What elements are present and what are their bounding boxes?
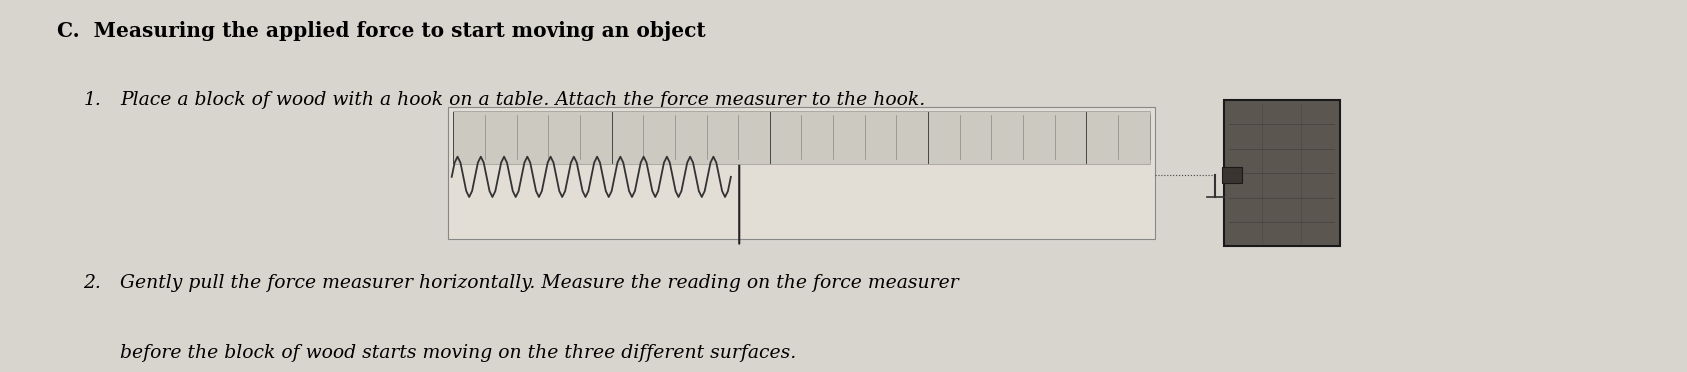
Text: before the block of wood starts moving on the three different surfaces.: before the block of wood starts moving o… <box>120 344 796 362</box>
FancyBboxPatch shape <box>454 111 1149 164</box>
FancyBboxPatch shape <box>1221 167 1242 183</box>
FancyBboxPatch shape <box>1223 100 1339 247</box>
Text: C.  Measuring the applied force to start moving an object: C. Measuring the applied force to start … <box>57 21 705 41</box>
Text: Gently pull the force measurer horizontally. Measure the reading on the force me: Gently pull the force measurer horizonta… <box>120 274 960 292</box>
Text: 1.: 1. <box>83 91 101 109</box>
Text: 2.: 2. <box>83 274 101 292</box>
Text: Place a block of wood with a hook on a table. Attach the force measurer to the h: Place a block of wood with a hook on a t… <box>120 91 926 109</box>
FancyBboxPatch shape <box>449 107 1154 239</box>
